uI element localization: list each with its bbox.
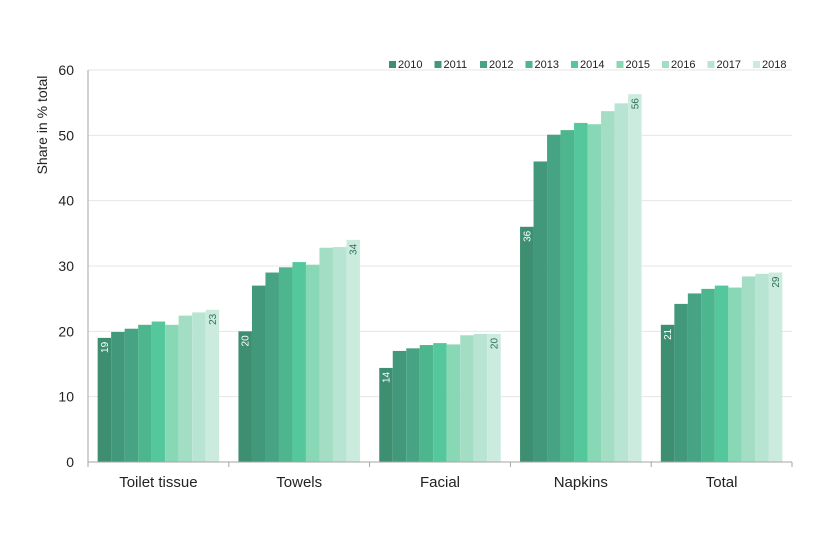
legend-swatch — [662, 61, 669, 68]
legend-swatch — [616, 61, 624, 68]
legend-swatch — [525, 61, 533, 68]
x-category-label: Total — [706, 474, 738, 491]
bar-total-2016 — [741, 276, 756, 462]
legend-label: 2014 — [580, 59, 604, 71]
data-label: 36 — [522, 230, 533, 242]
y-tick-label: 60 — [58, 62, 74, 78]
bar-facial-2013 — [419, 345, 434, 462]
bar-napkins-2010 — [520, 226, 534, 462]
data-label: 23 — [208, 313, 219, 325]
bar-napkins-2014 — [574, 122, 588, 463]
bar-toilet-tissue-2012 — [124, 328, 139, 462]
bar-facial-2012 — [406, 348, 420, 462]
bar-napkins-2011 — [533, 161, 548, 462]
bar-toilet-tissue-2014 — [151, 321, 166, 462]
y-tick-label: 10 — [58, 389, 74, 405]
bar-toilet-tissue-2011 — [111, 331, 125, 462]
y-tick-label: 40 — [58, 193, 74, 209]
bar-total-2013 — [701, 288, 715, 462]
bar-napkins-2018 — [628, 94, 642, 462]
bar-towels-2015 — [305, 264, 320, 462]
bar-towels-2017 — [332, 247, 347, 462]
legend-label: 2017 — [717, 59, 741, 71]
x-category-label: Towels — [276, 474, 322, 491]
bar-toilet-tissue-2015 — [165, 324, 179, 462]
data-label: 20 — [241, 335, 252, 347]
bar-total-2010 — [660, 324, 675, 462]
data-label: 29 — [771, 276, 782, 288]
legend-label: 2011 — [444, 59, 468, 71]
bar-towels-2010 — [238, 331, 252, 462]
bar-towels-2018 — [346, 239, 360, 462]
bar-toilet-tissue-2010 — [97, 337, 112, 462]
bar-total-2011 — [674, 303, 688, 462]
axes: 0 10 20 30 40 50 60 Toilet tissue Towels Facial Na… — [58, 62, 793, 491]
bar-total-2018 — [768, 272, 783, 462]
bars — [97, 94, 783, 463]
legend-swatch — [753, 61, 760, 68]
bar-total-2012 — [687, 293, 702, 462]
bar-facial-2016 — [460, 335, 474, 462]
bar-towels-2016 — [319, 247, 333, 462]
data-label: 19 — [100, 341, 111, 353]
legend-label: 2012 — [489, 59, 513, 71]
y-axis-title: Share in % total — [34, 76, 50, 175]
bar-total-2017 — [755, 273, 769, 462]
bar-napkins-2012 — [547, 134, 561, 462]
bar-facial-2015 — [446, 344, 461, 462]
legend-swatch — [434, 61, 442, 68]
legend-label: 2010 — [398, 59, 422, 71]
y-tick-label: 50 — [58, 127, 74, 143]
data-label: 20 — [490, 338, 501, 350]
bar-toilet-tissue-2013 — [138, 324, 152, 462]
y-tick-label: 0 — [66, 454, 74, 470]
data-label: 14 — [382, 371, 393, 383]
bar-toilet-tissue-2016 — [178, 315, 193, 462]
legend-label: 2018 — [762, 59, 786, 71]
bar-towels-2011 — [251, 285, 266, 462]
bar-facial-2018 — [487, 333, 501, 462]
data-label: 34 — [349, 243, 360, 255]
bar-facial-2014 — [433, 343, 447, 462]
bar-napkins-2016 — [601, 111, 615, 462]
bar-toilet-tissue-2017 — [192, 312, 206, 462]
data-label: 56 — [630, 98, 641, 110]
bar-towels-2013 — [278, 267, 293, 462]
data-labels: 19 23 20 34 14 20 36 56 21 29 — [100, 98, 782, 383]
y-tick-label: 30 — [58, 258, 74, 274]
bar-facial-2011 — [392, 350, 407, 462]
y-tick-label: 20 — [58, 323, 74, 339]
bar-facial-2017 — [473, 333, 488, 462]
bar-napkins-2017 — [614, 103, 629, 462]
x-category-label: Toilet tissue — [119, 474, 197, 491]
legend-swatch — [707, 61, 715, 68]
bar-facial-2010 — [379, 367, 393, 462]
legend: 2010 2011 2012 2013 2014 2015 2016 2017 2018 — [389, 59, 786, 71]
bar-towels-2012 — [265, 272, 279, 462]
legend-swatch — [480, 61, 487, 68]
x-category-label: Napkins — [554, 474, 608, 491]
x-category-label: Facial — [420, 474, 460, 491]
bar-towels-2014 — [292, 262, 306, 462]
bar-napkins-2013 — [560, 130, 575, 462]
legend-label: 2013 — [535, 59, 559, 71]
legend-label: 2015 — [626, 59, 650, 71]
bar-total-2014 — [714, 285, 729, 462]
bar-toilet-tissue-2018 — [205, 309, 220, 462]
bar-total-2015 — [728, 287, 742, 462]
legend-swatch — [571, 61, 578, 68]
data-label: 21 — [663, 328, 674, 340]
bar-napkins-2015 — [587, 124, 602, 462]
legend-label: 2016 — [671, 59, 695, 71]
legend-swatch — [389, 61, 396, 68]
